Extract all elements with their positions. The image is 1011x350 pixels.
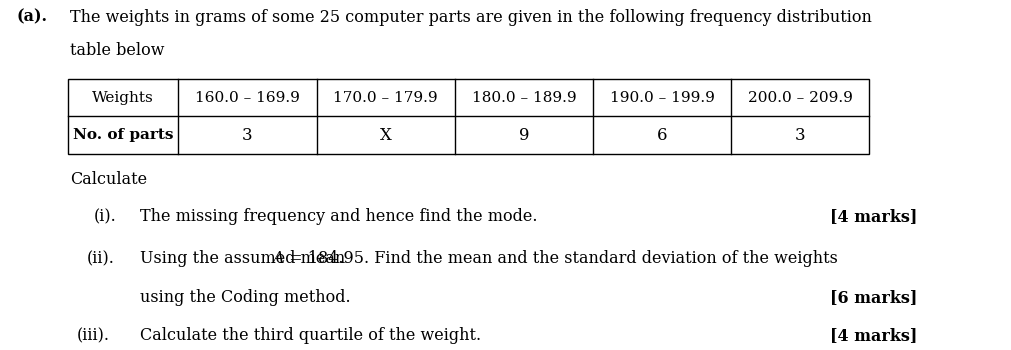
Text: 190.0 – 199.9: 190.0 – 199.9	[610, 91, 715, 105]
Text: using the Coding method.: using the Coding method.	[141, 289, 351, 306]
Text: X: X	[380, 127, 391, 144]
Text: (a).: (a).	[17, 9, 48, 26]
Text: [4 marks]: [4 marks]	[830, 208, 917, 225]
Text: Calculate: Calculate	[70, 172, 148, 189]
Text: Weights: Weights	[92, 91, 154, 105]
Text: (ii).: (ii).	[87, 250, 114, 267]
Text: The weights in grams of some 25 computer parts are given in the following freque: The weights in grams of some 25 computer…	[70, 9, 871, 26]
Text: 160.0 – 169.9: 160.0 – 169.9	[195, 91, 300, 105]
Text: 200.0 – 209.9: 200.0 – 209.9	[748, 91, 852, 105]
Text: (iii).: (iii).	[77, 327, 109, 344]
Text: No. of parts: No. of parts	[73, 128, 174, 142]
Text: The missing frequency and hence find the mode.: The missing frequency and hence find the…	[141, 208, 538, 225]
Text: [4 marks]: [4 marks]	[830, 327, 917, 344]
Text: 170.0 – 179.9: 170.0 – 179.9	[334, 91, 438, 105]
Text: (i).: (i).	[93, 208, 116, 225]
Text: 3: 3	[243, 127, 253, 144]
Text: 9: 9	[519, 127, 529, 144]
Text: Calculate the third quartile of the weight.: Calculate the third quartile of the weig…	[141, 327, 481, 344]
Text: 180.0 – 189.9: 180.0 – 189.9	[471, 91, 576, 105]
Text: = 184.95. Find the mean and the standard deviation of the weights: = 184.95. Find the mean and the standard…	[284, 250, 838, 267]
Text: [6 marks]: [6 marks]	[830, 289, 917, 306]
Text: 3: 3	[795, 127, 806, 144]
Bar	[68, 79, 869, 154]
Text: A: A	[272, 250, 284, 267]
Text: table below: table below	[70, 42, 165, 59]
Text: Using the assumed mean: Using the assumed mean	[141, 250, 351, 267]
Text: 6: 6	[657, 127, 667, 144]
